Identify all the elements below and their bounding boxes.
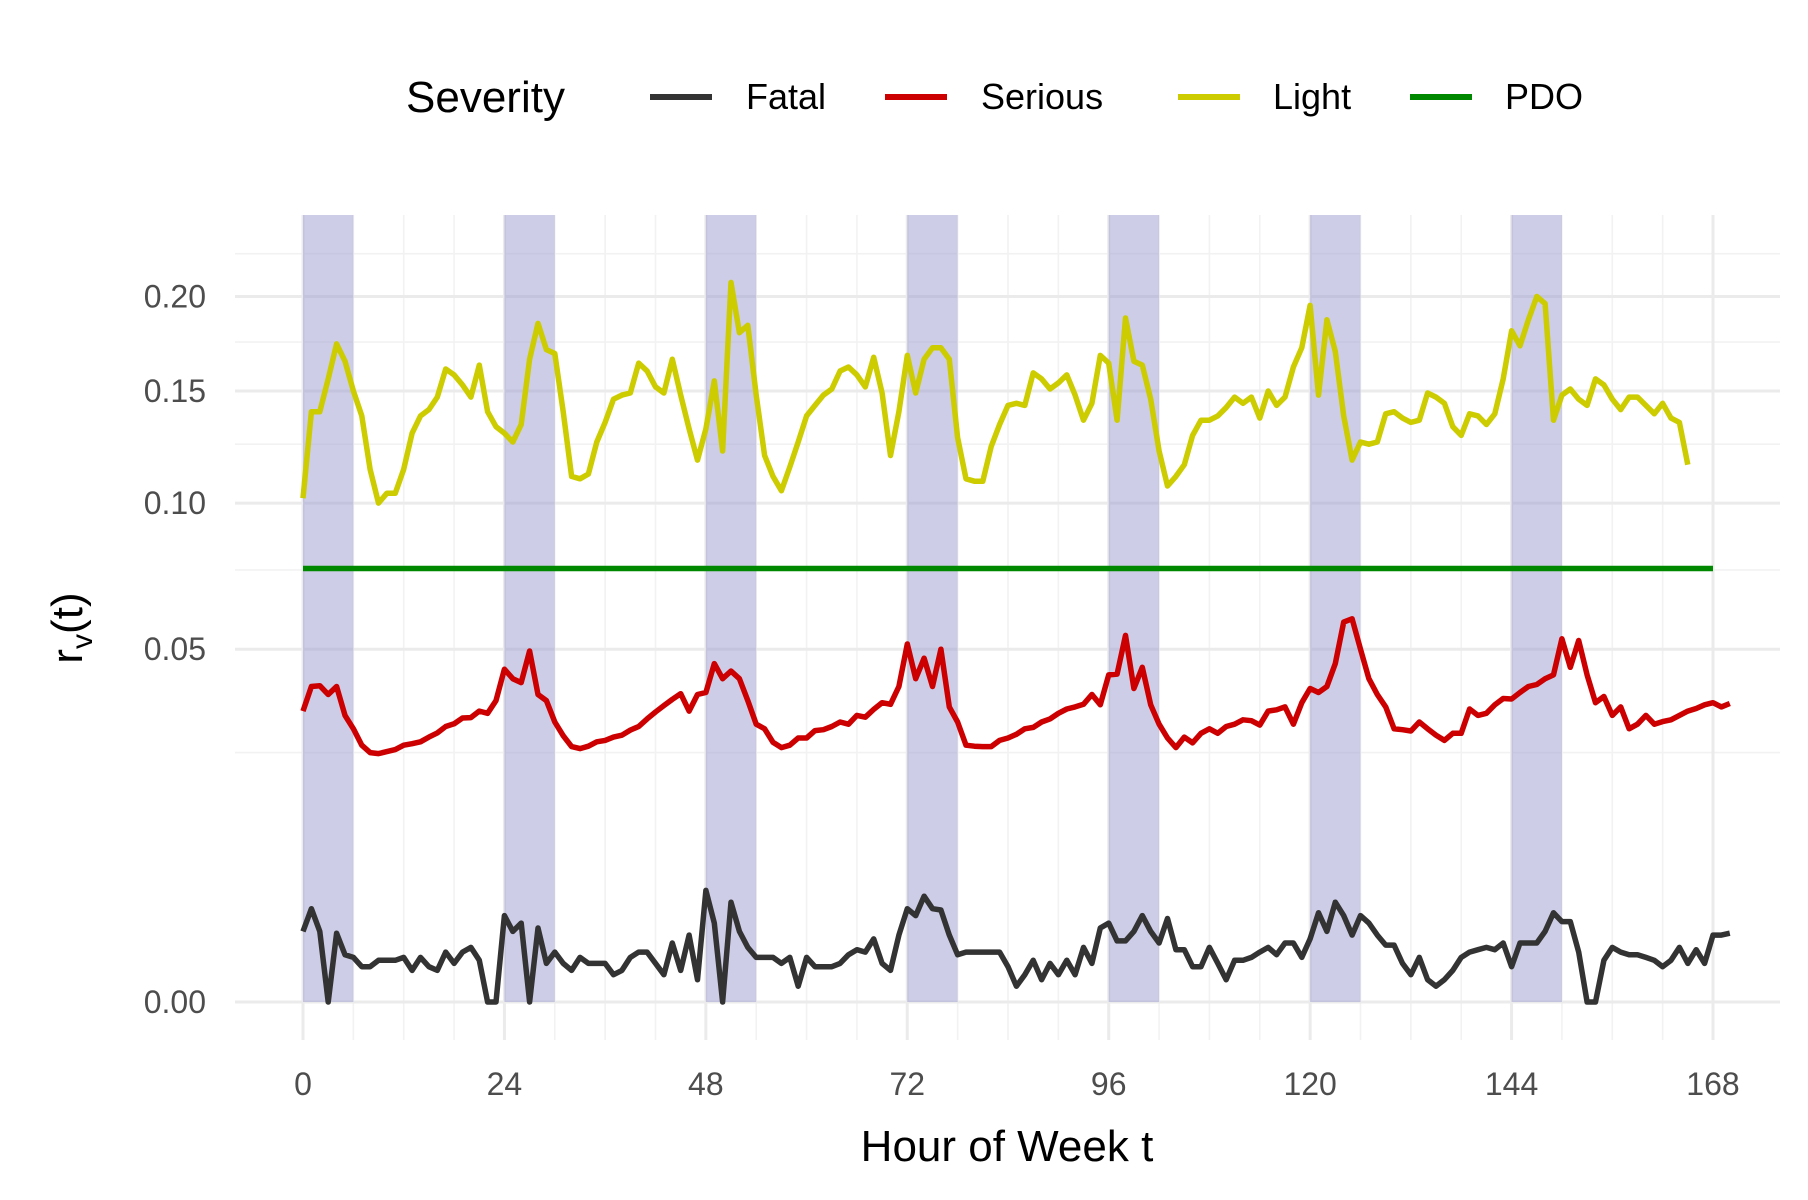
x-axis-title: Hour of Week t xyxy=(861,1122,1154,1171)
x-tick-label: 168 xyxy=(1686,1066,1739,1102)
y-tick-label: 0.05 xyxy=(144,631,206,667)
y-axis-title-sub: v xyxy=(66,634,99,649)
series-line-fatal xyxy=(300,887,1731,1005)
y-axis-title-suffix: (t) xyxy=(43,592,92,634)
x-tick-label: 0 xyxy=(294,1066,312,1102)
x-tick-label: 72 xyxy=(889,1066,925,1102)
legend-label-serious: Serious xyxy=(981,76,1103,117)
y-axis-title-main: r xyxy=(43,649,92,664)
y-tick-labels: 0.00 0.05 0.10 0.15 0.20 xyxy=(144,278,206,1020)
x-tick-label: 24 xyxy=(487,1066,523,1102)
shaded-band xyxy=(1310,215,1361,1002)
x-tick-label: 48 xyxy=(688,1066,724,1102)
x-tick-label: 96 xyxy=(1091,1066,1127,1102)
legend-label-fatal: Fatal xyxy=(746,76,826,117)
x-tick-label: 120 xyxy=(1283,1066,1336,1102)
shaded-band xyxy=(907,215,958,1002)
shaded-band xyxy=(1511,215,1562,1002)
y-tick-label: 0.10 xyxy=(144,485,206,521)
y-axis-title: rv(t) xyxy=(43,592,99,663)
shaded-band xyxy=(504,215,555,1002)
legend-label-light: Light xyxy=(1273,76,1351,117)
x-tick-label: 144 xyxy=(1485,1066,1538,1102)
y-tick-label: 0.15 xyxy=(144,373,206,409)
y-axis-title-text: rv(t) xyxy=(43,592,99,663)
series-lines xyxy=(300,279,1731,1005)
x-tick-labels: 0 24 48 72 96 120 144 168 xyxy=(294,1066,1740,1102)
y-tick-label: 0.20 xyxy=(144,278,206,314)
legend-label-pdo: PDO xyxy=(1505,76,1583,117)
series-line-light xyxy=(300,279,1691,506)
shaded-band xyxy=(303,215,354,1002)
legend: Severity Fatal Serious Light PDO xyxy=(406,73,1583,122)
y-tick-label: 0.00 xyxy=(144,984,206,1020)
shaded-band xyxy=(1108,215,1160,1002)
legend-title: Severity xyxy=(406,73,565,122)
series-line-serious xyxy=(300,616,1731,757)
